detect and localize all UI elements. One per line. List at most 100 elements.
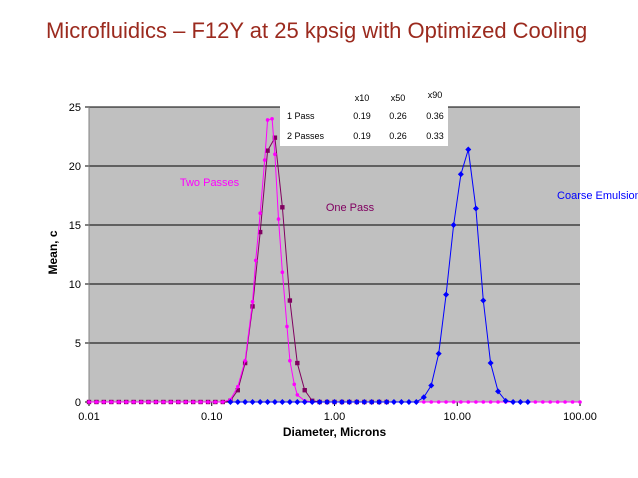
data-point (280, 205, 285, 210)
data-point (87, 400, 91, 404)
stats-table: x10 x50 x90 1 Pass 0.19 0.26 0.36 2 Passes 0.19 0… (280, 86, 448, 146)
y-tick-label: 25 (69, 102, 81, 114)
data-point (169, 400, 173, 404)
data-point (109, 400, 114, 404)
y-tick-label: 10 (69, 279, 81, 291)
data-point (301, 399, 308, 405)
data-point (353, 399, 360, 405)
data-point (295, 360, 300, 366)
data-point (161, 400, 166, 404)
data-point (390, 399, 397, 405)
data-point (242, 399, 249, 405)
x-tick-label: 100.00 (563, 411, 597, 423)
data-point (273, 152, 277, 156)
data-point (235, 384, 240, 389)
data-point (474, 400, 478, 404)
data-point (338, 399, 345, 405)
data-point (213, 400, 218, 404)
data-point (235, 388, 240, 393)
series-coarse-emulsion (227, 146, 531, 405)
data-point (331, 399, 338, 405)
data-point (220, 400, 225, 404)
data-point (429, 400, 434, 404)
data-point (450, 222, 457, 228)
stats-table-header: x50 (391, 93, 406, 103)
stats-table-cell: 0.36 (426, 111, 444, 121)
x-tick-label: 10.00 (443, 411, 471, 423)
data-point (496, 400, 500, 404)
data-point (481, 400, 486, 404)
data-point (243, 358, 247, 363)
data-point (346, 399, 353, 405)
data-point (294, 399, 301, 405)
data-point (279, 399, 286, 405)
data-point (264, 399, 271, 405)
data-point (272, 135, 278, 140)
data-point (524, 399, 531, 405)
data-point (488, 400, 493, 404)
data-point (563, 400, 567, 404)
data-point (502, 397, 509, 404)
data-point (480, 297, 487, 304)
x-axis-title: Diameter, Microns (283, 425, 387, 439)
x-tick-label: 0.01 (78, 411, 99, 423)
data-point (383, 399, 390, 405)
data-point (578, 400, 582, 404)
data-point (198, 400, 203, 404)
data-point (302, 388, 307, 393)
data-point (139, 400, 143, 404)
data-point (413, 399, 420, 405)
stats-table-cell: 0.19 (353, 111, 371, 121)
data-point (541, 400, 545, 404)
data-point (124, 400, 129, 404)
data-point (570, 400, 575, 404)
data-point (257, 399, 264, 405)
data-point (250, 299, 255, 304)
data-point (428, 382, 435, 389)
data-point (242, 360, 248, 366)
data-point (250, 304, 255, 309)
data-point (154, 400, 158, 404)
data-point (451, 400, 456, 404)
data-point (510, 399, 517, 405)
series-layer (86, 117, 582, 405)
stats-table-box (280, 86, 448, 146)
data-point (368, 399, 375, 405)
data-point (253, 258, 258, 263)
data-point (459, 400, 463, 404)
data-point (265, 118, 270, 122)
y-tick-label: 15 (69, 220, 81, 232)
data-point (276, 217, 281, 221)
stats-table-cell: 0.19 (353, 131, 371, 141)
data-point (487, 360, 494, 367)
data-point (270, 117, 274, 121)
data-point (227, 399, 234, 405)
data-point (131, 400, 136, 404)
data-point (258, 211, 262, 215)
data-point (287, 298, 293, 303)
data-point (533, 400, 538, 404)
data-point (444, 400, 448, 404)
data-point (249, 399, 256, 405)
stats-table-cell: 0.26 (389, 131, 407, 141)
annotations: Two Passes One Pass Coarse Emulsion (180, 177, 638, 214)
data-point (183, 400, 188, 404)
data-point (286, 399, 293, 405)
data-point (472, 205, 479, 212)
data-point (548, 400, 553, 404)
data-point (420, 394, 427, 401)
y-tick-label: 0 (75, 397, 81, 409)
series-label: One Pass (326, 202, 375, 214)
data-point (176, 400, 181, 404)
data-point (191, 400, 195, 404)
series-label: Coarse Emulsion (557, 190, 638, 202)
data-point (495, 388, 502, 395)
stats-table-cell: 0.33 (426, 131, 444, 141)
data-point (288, 358, 292, 363)
data-point (285, 324, 289, 329)
data-point (316, 399, 323, 405)
data-point (257, 229, 263, 235)
data-point (324, 399, 331, 405)
y-tick-label: 20 (69, 161, 81, 173)
data-point (206, 400, 210, 404)
